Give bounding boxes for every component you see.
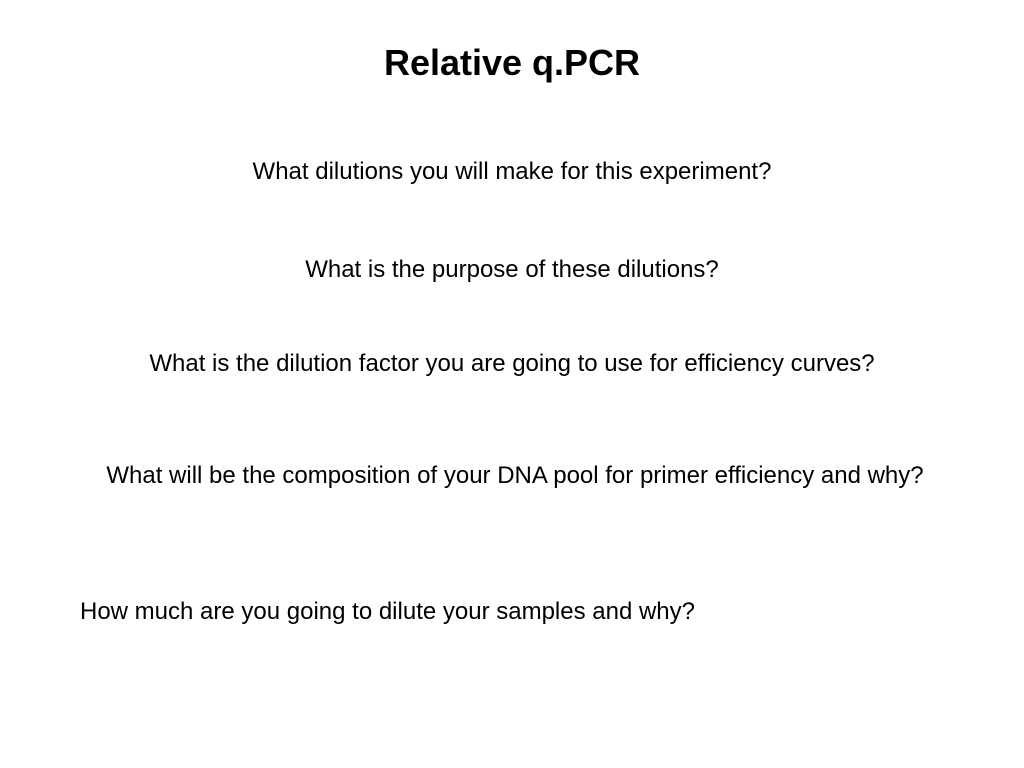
question-3: What is the dilution factor you are goin… — [0, 350, 1024, 378]
slide-title: Relative q.PCR — [0, 42, 1024, 84]
question-5: How much are you going to dilute your sa… — [80, 598, 695, 626]
question-2: What is the purpose of these dilutions? — [0, 256, 1024, 284]
question-4: What will be the composition of your DNA… — [0, 462, 1024, 490]
question-1: What dilutions you will make for this ex… — [0, 158, 1024, 186]
